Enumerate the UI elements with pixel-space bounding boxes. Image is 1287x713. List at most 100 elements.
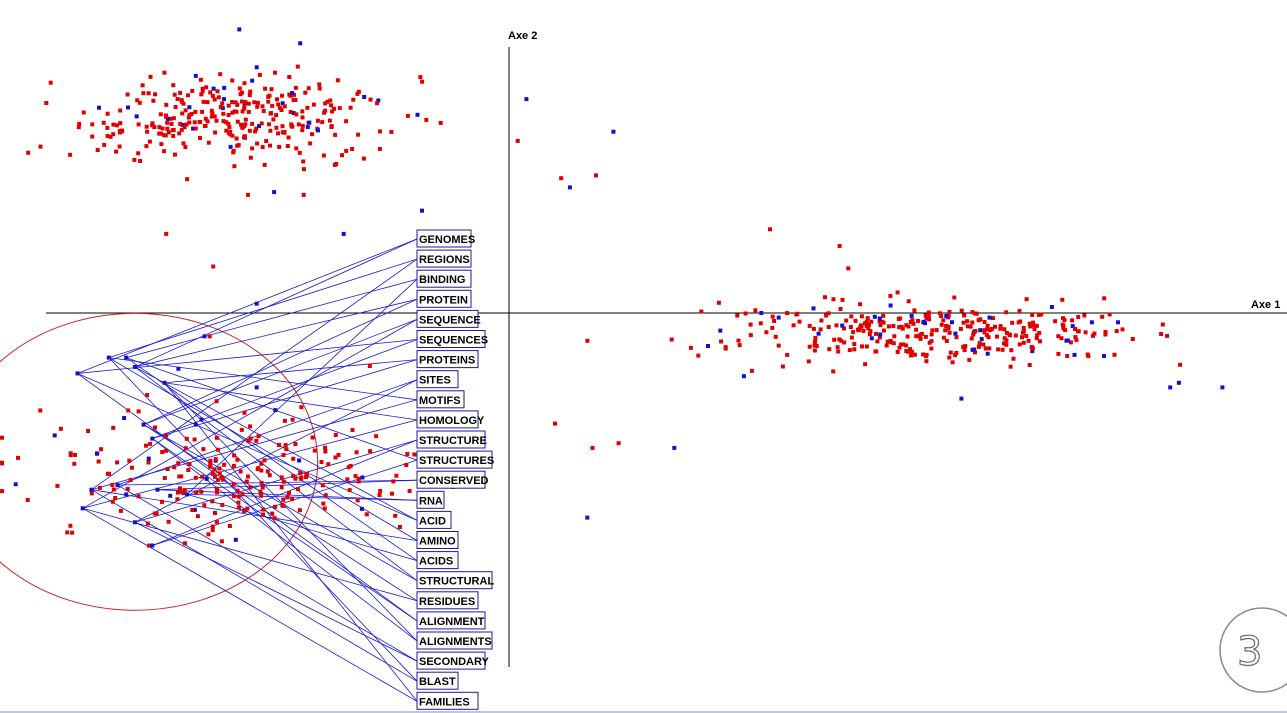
document-point <box>912 308 917 313</box>
document-point <box>172 465 177 470</box>
document-point <box>1061 323 1066 328</box>
document-point <box>281 453 286 457</box>
document-point <box>892 334 897 339</box>
term-link-line <box>82 507 418 602</box>
document-point <box>897 325 902 330</box>
document-point <box>99 447 104 452</box>
document-point <box>129 465 134 470</box>
document-point <box>250 121 255 126</box>
document-point <box>178 121 183 126</box>
document-point <box>262 458 267 463</box>
term-label-acid: ACID <box>416 510 452 529</box>
document-point <box>301 167 306 172</box>
document-point <box>261 507 266 512</box>
document-point <box>136 122 141 127</box>
document-point <box>321 153 326 158</box>
document-point <box>55 483 60 488</box>
document-point <box>941 335 946 340</box>
document-point <box>250 146 255 151</box>
term-point <box>254 65 259 70</box>
document-point <box>1002 341 1006 346</box>
document-point <box>175 497 180 502</box>
document-point <box>865 316 870 321</box>
document-point <box>947 355 952 360</box>
document-point <box>323 101 328 106</box>
document-point <box>182 125 187 130</box>
selection-circle <box>0 312 319 611</box>
term-label-structural: STRUCTURAL <box>416 571 494 590</box>
document-point <box>269 87 274 92</box>
term-label-text: PROTEIN <box>419 294 468 306</box>
document-point <box>776 343 781 348</box>
document-point <box>559 176 564 181</box>
document-point <box>38 144 43 149</box>
term-label-box <box>416 450 493 469</box>
term-link-line <box>91 399 418 491</box>
term-link-line <box>152 438 418 642</box>
document-point <box>1070 318 1075 323</box>
document-point <box>937 311 942 316</box>
document-point <box>290 497 295 502</box>
document-point <box>126 408 131 413</box>
document-point <box>175 97 180 101</box>
document-point <box>891 341 896 346</box>
document-point <box>1063 328 1068 333</box>
document-point <box>152 125 157 129</box>
document-point <box>179 98 184 103</box>
document-point <box>260 145 265 150</box>
term-label-box <box>416 611 486 630</box>
document-point <box>165 120 170 125</box>
document-point <box>248 424 253 429</box>
document-point <box>669 337 674 342</box>
term-label-box <box>416 350 479 369</box>
document-point <box>895 350 900 354</box>
document-point <box>418 75 423 80</box>
term-point <box>341 231 346 236</box>
document-point <box>236 500 241 505</box>
document-point <box>424 117 429 122</box>
document-point <box>239 99 244 104</box>
document-point <box>169 122 174 126</box>
document-point <box>770 314 775 319</box>
document-point <box>210 528 215 533</box>
document-point <box>183 446 188 451</box>
document-point <box>897 316 902 321</box>
document-point <box>44 101 49 105</box>
document-point <box>1065 354 1070 358</box>
document-point <box>978 317 983 322</box>
document-point <box>968 324 973 329</box>
document-point <box>178 486 182 491</box>
document-point <box>716 300 721 305</box>
document-point <box>939 314 944 318</box>
document-point <box>312 448 317 453</box>
document-point <box>295 487 300 492</box>
document-point <box>255 104 260 109</box>
document-point <box>76 125 81 130</box>
document-point <box>290 417 295 422</box>
document-point <box>153 425 157 430</box>
term-label-text: STRUCTURE <box>419 435 487 447</box>
document-point <box>794 312 799 317</box>
term-label-box <box>416 229 472 248</box>
document-point <box>290 124 295 129</box>
term-point <box>872 314 877 319</box>
term-label-blast: BLAST <box>416 671 459 690</box>
document-point <box>217 471 222 476</box>
document-point <box>293 476 298 481</box>
document-point <box>136 494 141 499</box>
document-point <box>943 328 948 333</box>
document-point <box>282 130 287 134</box>
document-point <box>832 337 837 342</box>
document-point <box>205 119 210 124</box>
term-point <box>877 316 882 321</box>
document-point <box>58 426 63 431</box>
document-point <box>190 88 195 93</box>
document-point <box>404 463 409 467</box>
term-label-text: BLAST <box>419 676 456 688</box>
term-link-line <box>125 357 418 561</box>
term-point <box>878 332 883 337</box>
document-point <box>905 334 910 339</box>
document-point <box>364 512 369 517</box>
document-point <box>276 131 280 136</box>
term-link-line <box>152 439 418 546</box>
